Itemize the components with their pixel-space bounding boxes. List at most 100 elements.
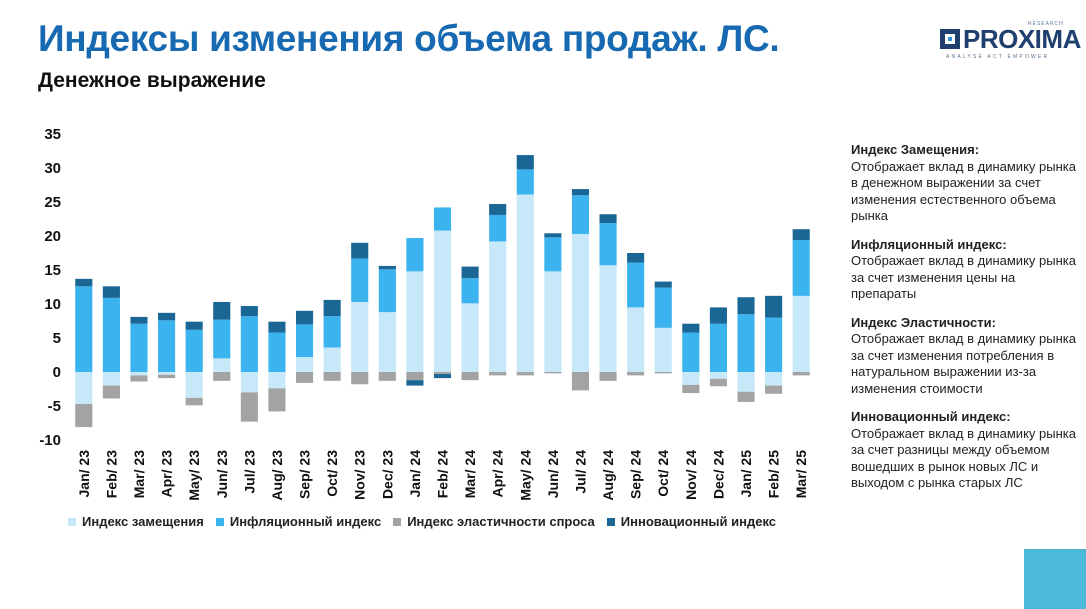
corner-accent [1024, 549, 1086, 609]
bar-segment-innovation [158, 312, 176, 321]
bar-segment-replacement [627, 307, 645, 372]
bar-segment-innovation [599, 214, 617, 224]
bar-segment-replacement [461, 303, 479, 372]
bar-segment-replacement [654, 327, 672, 372]
legend-label-innovation: Инновационный индекс [620, 514, 777, 529]
note-title: Инновационный индекс: [851, 409, 1011, 424]
bar-segment-elasticity [709, 378, 727, 387]
bar-segment-inflation [765, 317, 783, 372]
bar-segment-elasticity [75, 403, 93, 428]
note-text: Отображает вклад в динамику рынка в дене… [851, 158, 1076, 224]
bar-segment-elasticity [295, 372, 314, 383]
bar-segment-elasticity [627, 372, 645, 376]
x-tick-label: May/ 24 [517, 450, 533, 501]
logo-tagline: ANALYSE ACT EMPOWER [946, 54, 1050, 60]
logo-word: PROXIMA [963, 24, 1081, 54]
x-tick-label: Jun/ 23 [214, 450, 230, 498]
x-tick-label: Mar/ 23 [131, 450, 147, 498]
bar-segment-replacement [433, 230, 452, 372]
y-tick-label: 15 [44, 262, 61, 279]
legend-label-elasticity: Индекс эластичности спроса [407, 514, 595, 529]
bar-segment-innovation [461, 266, 479, 279]
bar-segment-elasticity [737, 391, 755, 402]
note-title: Инфляционный индекс: [851, 236, 1007, 252]
bar-segment-inflation [654, 287, 672, 328]
y-tick-label: -5 [48, 398, 61, 415]
logo-research-text: RESEARCH [1028, 21, 1064, 27]
bar-segment-elasticity [406, 372, 424, 381]
note-title: Индекс Эластичности: [851, 314, 996, 330]
legend-swatch-inflation [215, 517, 224, 526]
bar-segment-elasticity [461, 372, 479, 381]
x-tick-label: Dec/ 23 [379, 450, 395, 499]
bar-segment-innovation [240, 306, 258, 317]
note-title: Индекс Замещения: [851, 142, 980, 157]
bar-segment-replacement [240, 372, 258, 393]
legend-item-elasticity: Индекс эластичности спроса [393, 514, 595, 529]
page-title: Индексы изменения объема продаж. ЛС. [38, 18, 780, 59]
bar-segment-replacement [185, 372, 203, 398]
bar-segment-replacement [489, 241, 507, 372]
x-tick-label: Jan/ 23 [76, 450, 92, 498]
bar-segment-replacement [682, 372, 700, 385]
x-tick-label: Apr/ 23 [159, 450, 175, 498]
bar-segment-elasticity [158, 374, 176, 379]
bar-segment-elasticity [516, 372, 534, 376]
x-tick-label: Oct/ 23 [324, 450, 340, 497]
x-tick-label: May/ 23 [186, 450, 202, 501]
bar-segment-innovation [737, 297, 755, 315]
legend-label-inflation: Инфляционный индекс [229, 514, 382, 529]
x-tick-label: Mar/ 25 [793, 450, 809, 498]
index-definitions: Индекс Замещения: Отображает вклад в дин… [851, 142, 1076, 504]
bar-segment-elasticity [682, 384, 700, 394]
bar-segment-innovation [544, 233, 562, 238]
bar-segment-replacement [792, 295, 810, 372]
proxima-logo: RESEARCH PROXIMA ANALYSE ACT EMPOWER [940, 21, 1081, 64]
legend-swatch-replacement [68, 517, 76, 526]
bar-segment-elasticity [489, 372, 507, 376]
y-tick-label: 25 [44, 194, 61, 211]
note-innovation: Инновационный индекс: Отображает вклад в… [851, 409, 1076, 492]
bar-segment-innovation [351, 242, 369, 259]
bar-segment-inflation [792, 240, 810, 296]
bar-segment-elasticity [792, 372, 810, 376]
bar-segment-inflation [323, 316, 341, 348]
bar-segment-inflation [709, 323, 727, 372]
x-tick-label: Sep/ 23 [297, 450, 313, 499]
x-tick-label: Apr/ 24 [490, 450, 506, 498]
x-tick-label: Feb/ 24 [435, 450, 451, 498]
bar-segment-innovation [516, 155, 534, 170]
bar-segment-inflation [599, 223, 617, 266]
legend-swatch-elasticity [393, 517, 402, 526]
bar-segment-replacement [765, 372, 783, 386]
bar-segment-elasticity [544, 372, 562, 374]
page-subtitle: Денежное выражение [38, 69, 266, 92]
bar-segment-inflation [185, 329, 203, 372]
bar-segment-innovation [433, 374, 452, 379]
bar-segment-elasticity [351, 372, 369, 385]
bar-segment-innovation [213, 301, 231, 320]
bar-segment-innovation [765, 295, 783, 318]
bar-segment-innovation [682, 323, 700, 333]
bar-segment-replacement [737, 372, 755, 392]
bar-segment-innovation [268, 321, 286, 333]
x-tick-label: Aug/ 23 [269, 450, 285, 501]
bar-segment-elasticity [433, 372, 452, 375]
bar-segment-replacement [295, 357, 314, 372]
logo-square-icon [940, 29, 960, 49]
bar-segment-inflation [295, 324, 314, 358]
bar-segment-innovation [323, 299, 341, 317]
x-tick-label: Dec/ 24 [710, 450, 726, 499]
bar-segment-elasticity [240, 392, 258, 422]
y-tick-label: 0 [53, 364, 61, 381]
legend-label-replacement: Индекс замещения [82, 514, 204, 529]
bar-segment-inflation [627, 262, 645, 308]
note-text: Отображает вклад в динамику рынка за сче… [851, 253, 1076, 301]
bar-segment-innovation [709, 307, 727, 324]
bar-segment-innovation [406, 380, 424, 386]
x-tick-label: Jul/ 23 [241, 450, 257, 494]
bar-segment-replacement [599, 265, 617, 372]
bar-segment-elasticity [268, 388, 286, 412]
bar-segment-innovation [489, 204, 507, 215]
bar-segment-elasticity [378, 372, 396, 381]
